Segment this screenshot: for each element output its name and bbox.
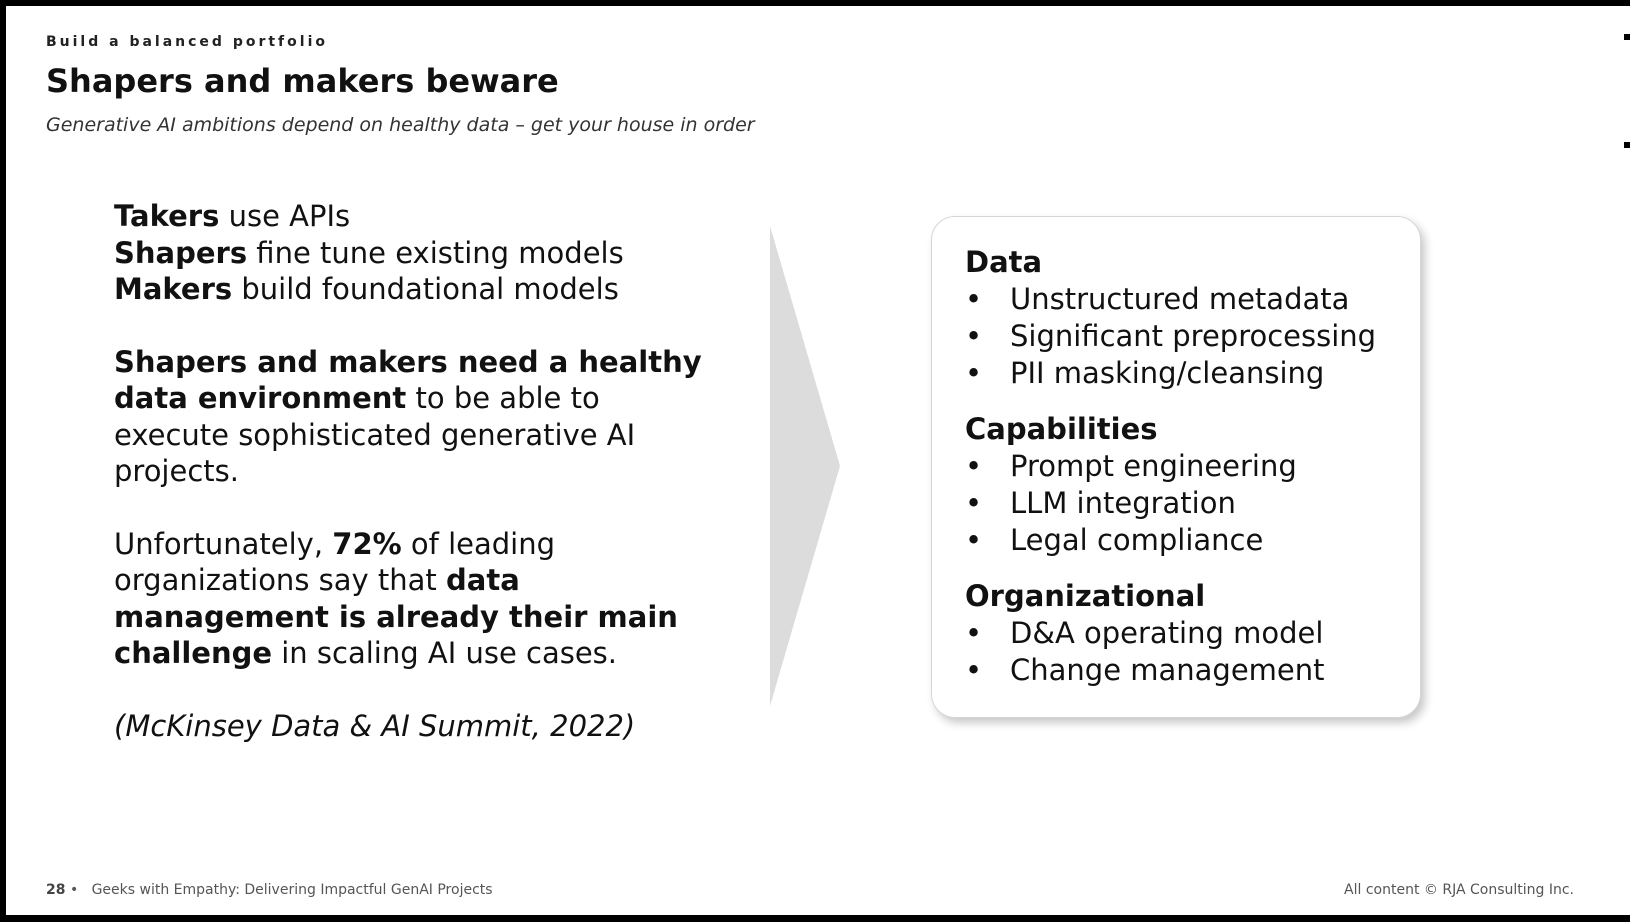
- requirements-card: Data • Unstructured metadata • Significant…: [931, 216, 1421, 718]
- window-edge: [1623, 6, 1630, 915]
- statistic-paragraph: Unfortunately, 72% of leading organizati…: [114, 526, 678, 671]
- list-item: • Legal compliance: [965, 523, 1264, 557]
- card-section-organizational: Organizational • D&A operating model • Cha…: [965, 577, 1415, 689]
- slide-subtitle: Generative AI ambitions depend on health…: [46, 114, 755, 136]
- footer-separator: •: [69, 882, 79, 898]
- makers-line: Makers build foundational models: [114, 272, 619, 306]
- slide-kicker: Build a balanced portfolio: [46, 34, 328, 50]
- deck-title: Geeks with Empathy: Delivering Impactful…: [91, 882, 493, 898]
- left-text-block: Takers use APIs Shapers fine tune existi…: [114, 198, 714, 744]
- copyright-notice: All content © RJA Consulting Inc.: [1344, 882, 1574, 898]
- list-item: • Unstructured metadata: [965, 282, 1350, 316]
- healthy-data-paragraph: Shapers and makers need a healthy data e…: [114, 344, 702, 489]
- slide: Build a balanced portfolio Shapers and m…: [6, 6, 1623, 915]
- list-item: • Change management: [965, 653, 1325, 687]
- section-heading: Data: [965, 245, 1043, 279]
- list-item: • Prompt engineering: [965, 449, 1297, 483]
- page-number: 28: [46, 882, 66, 898]
- list-item: • PII masking/cleansing: [965, 356, 1325, 390]
- card-section-data: Data • Unstructured metadata • Significant…: [965, 243, 1415, 392]
- section-heading: Capabilities: [965, 412, 1158, 446]
- list-item: • Significant preprocessing: [965, 319, 1377, 353]
- card-section-capabilities: Capabilities • Prompt engineering • LLM in…: [965, 410, 1415, 559]
- takers-line: Takers use APIs: [114, 199, 351, 233]
- footer-left: 28 • Geeks with Empathy: Delivering Impa…: [46, 882, 493, 898]
- slide-title: Shapers and makers beware: [46, 62, 559, 100]
- section-heading: Organizational: [965, 579, 1206, 613]
- citation: (McKinsey Data & AI Summit, 2022): [114, 708, 636, 743]
- list-item: • D&A operating model: [965, 616, 1324, 650]
- list-item: • LLM integration: [965, 486, 1236, 520]
- chevron-arrow-icon: [770, 226, 840, 706]
- shapers-line: Shapers fine tune existing models: [114, 235, 624, 270]
